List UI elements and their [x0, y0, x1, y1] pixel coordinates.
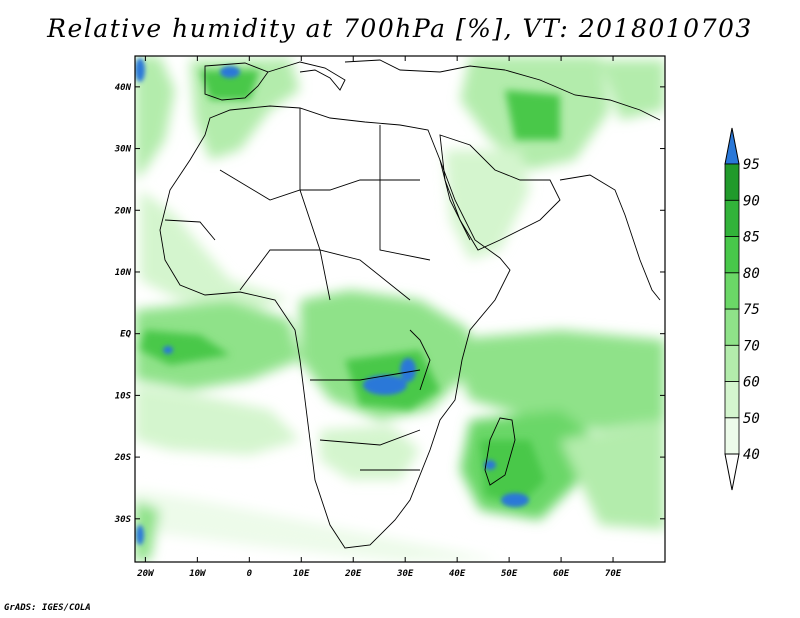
- colorbar-label: 85: [743, 230, 760, 246]
- colorbar-label: 80: [743, 266, 760, 282]
- lat-tick-label: 40N: [115, 83, 132, 93]
- lon-tick-label: 70E: [605, 569, 622, 579]
- lon-tick-label: 10E: [293, 569, 310, 579]
- colorbar-label: 60: [743, 375, 760, 391]
- lon-tick-label: 50E: [501, 569, 518, 579]
- colorbar-label: 70: [743, 338, 760, 354]
- lat-tick-label: 30S: [114, 515, 132, 525]
- lon-tick-label: 40E: [449, 569, 466, 579]
- colorbar-under-arrow: [724, 453, 740, 491]
- colorbar-segment: [724, 417, 740, 455]
- lon-tick-label: 20W: [136, 569, 155, 579]
- longitude-ticks: 20W 10W 0 10E 20E 30E 40E 50E 60E 70E: [136, 56, 622, 579]
- lon-tick-label: 60E: [553, 569, 570, 579]
- colorbar-label: 90: [743, 193, 760, 209]
- colorbar-label: 40: [743, 447, 760, 463]
- colorbar-segment: [724, 381, 740, 419]
- grads-credit: GrADS: IGES/COLA: [4, 603, 91, 613]
- lat-tick-label: 10S: [115, 391, 132, 401]
- map-title: Relative humidity at 700hPa [%], VT: 201…: [47, 14, 753, 43]
- colorbar-segment: [724, 236, 740, 274]
- lon-tick-label: 30E: [396, 569, 414, 579]
- colorbar-label: 75: [743, 302, 760, 318]
- coastlines: [159, 59, 661, 549]
- colorbar-label: 95: [743, 157, 760, 173]
- colorbar-segment: [724, 344, 740, 382]
- colorbar-segment: [724, 308, 740, 346]
- lon-tick-label: 10W: [189, 569, 207, 579]
- colorbar-segment: [724, 163, 740, 201]
- colorbar: 40 50 60 70 75 80 85 90 95: [724, 127, 760, 491]
- colorbar-label: 50: [743, 411, 760, 427]
- latitude-ticks: 40N 30N 20N 10N EQ 10S 20S 30S: [114, 83, 665, 525]
- lon-tick-label: 20E: [344, 569, 362, 579]
- lat-tick-label: 20N: [114, 206, 132, 216]
- lat-tick-label: EQ: [120, 330, 131, 340]
- lat-tick-label: 20S: [114, 453, 132, 463]
- lon-tick-label: 0: [247, 569, 253, 579]
- lat-tick-label: 10N: [115, 268, 132, 278]
- colorbar-over-arrow: [724, 127, 740, 165]
- lat-tick-label: 30N: [114, 145, 132, 155]
- map-frame: [134, 55, 666, 563]
- colorbar-segment: [724, 199, 740, 237]
- colorbar-segment: [724, 272, 740, 310]
